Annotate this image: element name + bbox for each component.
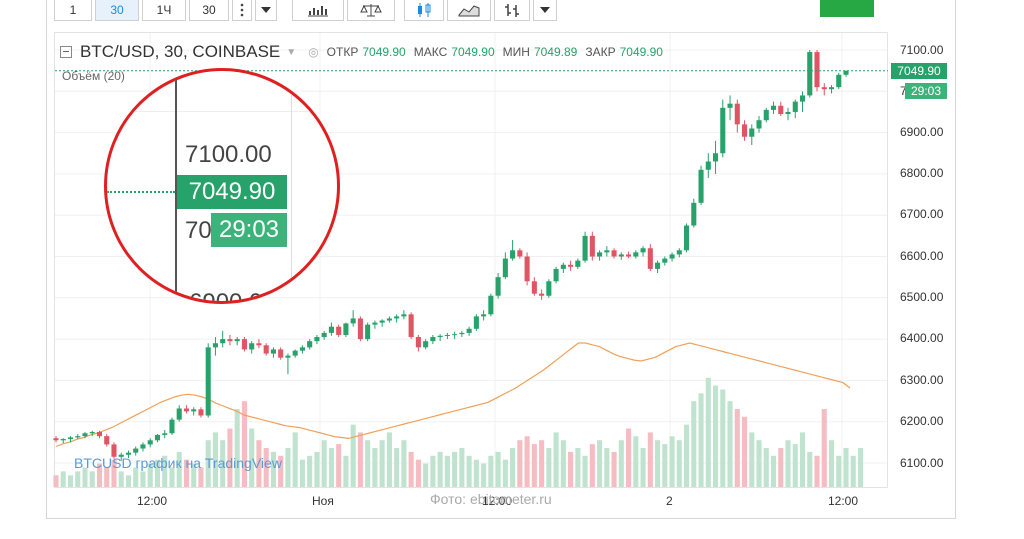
interval-1m-button[interactable]: 1 [54, 0, 92, 21]
time-tick: 12:00 [828, 494, 859, 508]
open-value: 7049.90 [362, 45, 406, 59]
chart-toolbar: 1 30 1Ч 30 [54, 0, 560, 22]
price-tick: 6100.00 [900, 456, 944, 470]
low-value: 7049.89 [533, 45, 578, 59]
time-tick: 2 [666, 494, 673, 508]
interval-label: 30 [202, 3, 216, 17]
bars-style-icon[interactable] [494, 0, 530, 21]
time-tick: Ноя [312, 494, 334, 508]
collapse-legend-icon[interactable] [60, 46, 72, 58]
price-tick: 6900.00 [900, 125, 944, 139]
magnifier-axis-line [175, 71, 177, 301]
magnifier-top-price: 7100.00 [185, 141, 272, 168]
indicators-icon[interactable] [292, 0, 344, 21]
price-axis[interactable]: 7100.00 6900.00 6800.00 6700.00 6600.00 … [888, 32, 952, 488]
open-label: ОТКР [326, 45, 359, 59]
price-tick: 6700.00 [900, 207, 944, 221]
symbol-legend[interactable]: BTC/USD, 30, COINBASE ▼ ◎ ОТКР 7049.90 М… [60, 42, 671, 62]
magnifier-border [291, 71, 292, 301]
chevron-down-icon[interactable]: ▼ [286, 46, 297, 58]
interval-label: 30 [110, 3, 124, 17]
price-tick: 6400.00 [900, 331, 944, 345]
high-value: 7049.90 [451, 45, 495, 59]
symbol-title[interactable]: BTC/USD, 30, COINBASE [80, 42, 281, 61]
interval-label: 1Ч [156, 3, 172, 17]
magnifier-bottom-price: 6900.0 [189, 289, 263, 304]
eye-icon[interactable]: ◎ [308, 45, 319, 59]
price-tick: 6200.00 [900, 414, 944, 428]
chart-pane[interactable] [54, 32, 888, 488]
interval-30-button[interactable]: 30 [189, 0, 229, 21]
countdown-badge: 29:03 [905, 83, 947, 99]
price-tick: 6500.00 [900, 290, 944, 304]
price-tick: 6600.00 [900, 249, 944, 263]
volume-legend[interactable]: Объём (20) [62, 69, 125, 83]
time-tick: 12:00 [137, 494, 168, 508]
compare-scales-icon[interactable] [347, 0, 395, 21]
magnifier-price-line [107, 191, 175, 193]
interval-1h-button[interactable]: 1Ч [142, 0, 186, 21]
area-style-icon[interactable] [447, 0, 491, 21]
more-intervals-icon[interactable] [232, 0, 252, 21]
tradingview-link[interactable]: BTCUSD график на TradingView [74, 455, 282, 471]
last-price-badge: 7049.90 [891, 63, 947, 79]
close-label: ЗАКР [585, 45, 616, 59]
price-tick: 6300.00 [900, 373, 944, 387]
interval-label: 1 [69, 3, 77, 17]
time-tick: 12:00 [482, 494, 513, 508]
magnifier-circle: 7100.00 7049.90 70 29:03 6900.0 [104, 68, 340, 304]
price-tick: 6800.00 [900, 166, 944, 180]
chevron-down-icon[interactable] [533, 0, 557, 21]
interval-30m-button[interactable]: 30 [95, 0, 139, 21]
magnifier-partial-price: 70 [185, 217, 212, 244]
candles-style-icon[interactable] [404, 0, 444, 21]
brand-logo [820, 0, 874, 17]
photo-credit: Фото: ebitometer.ru [430, 491, 552, 507]
close-value: 7049.90 [619, 45, 663, 59]
magnifier-divider [107, 111, 337, 112]
low-label: МИН [502, 45, 530, 59]
chevron-down-icon[interactable] [255, 0, 277, 21]
magnifier-countdown: 29:03 [211, 213, 287, 247]
price-tick: 7100.00 [900, 43, 944, 57]
magnifier-last-price: 7049.90 [177, 175, 287, 209]
high-label: МАКС [413, 45, 448, 59]
